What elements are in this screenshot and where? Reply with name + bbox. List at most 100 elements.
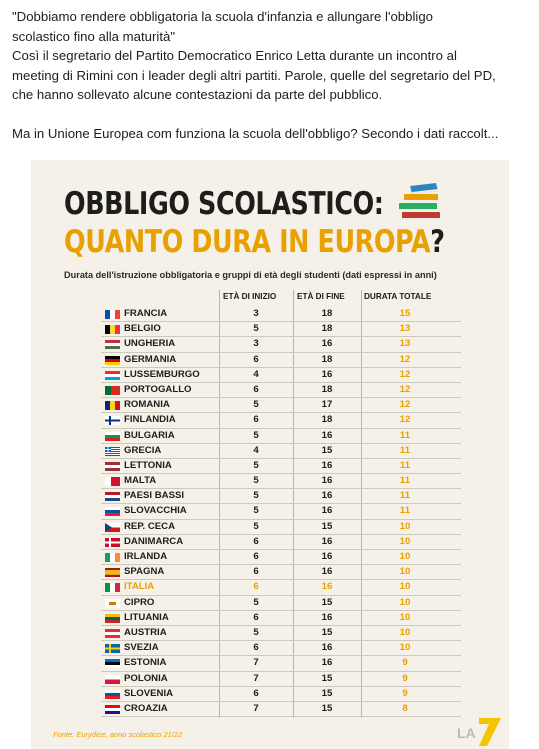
table-row: SPAGNA 6 16 10: [101, 565, 461, 581]
flag-icon: [105, 598, 120, 608]
table-row: MALTA 5 16 11: [101, 474, 461, 490]
end-age-cell: 18: [321, 383, 333, 395]
table-row: PORTOGALLO 6 18 12: [101, 383, 461, 399]
table-row: SLOVENIA 6 15 9: [101, 687, 461, 702]
table-row: ESTONIA 7 16 9: [101, 656, 461, 672]
flag-icon: [105, 674, 120, 684]
flag-icon: [105, 644, 120, 654]
start-age-cell: 3: [253, 338, 259, 350]
duration-cell: 10: [399, 642, 411, 654]
start-age-cell: 5: [253, 596, 259, 608]
country-name: AUSTRIA: [124, 626, 167, 638]
country-name: BULGARIA: [124, 429, 175, 441]
header-duration: DURATA TOTALE: [364, 292, 432, 301]
country-table: FRANCIA 3 18 15 BELGIO 5 18 13 UNGHERIA 3 16 13 GERM…: [101, 307, 461, 718]
country-name: PAESI BASSI: [124, 490, 185, 502]
table-row: SLOVACCHIA 5 16 11: [101, 504, 461, 520]
flag-icon: [105, 553, 120, 562]
flag-icon: [105, 659, 120, 669]
end-age-cell: 16: [321, 368, 333, 380]
end-age-cell: 16: [321, 338, 333, 350]
start-age-cell: 5: [253, 626, 259, 638]
table-row: GRECIA 4 15 11: [101, 444, 461, 459]
duration-cell: 11: [399, 429, 411, 441]
duration-cell: 11: [399, 490, 411, 502]
infographic-title-highlight: QUANTO DURA IN EUROPA?: [64, 224, 445, 260]
duration-cell: 12: [399, 383, 411, 395]
table-row: BELGIO 5 18 13: [101, 322, 461, 338]
end-age-cell: 18: [321, 308, 333, 319]
post-line: "Dobbiamo rendere obbligatoria la scuola…: [12, 9, 434, 24]
duration-cell: 12: [399, 353, 411, 365]
end-age-cell: 16: [321, 642, 333, 654]
table-row: CIPRO 5 15 10: [101, 596, 461, 611]
table-row: FINLANDIA 6 18 12: [101, 413, 461, 429]
table-row: FRANCIA 3 18 15: [101, 307, 461, 323]
table-row: POLONIA 7 15 9: [101, 672, 461, 687]
start-age-cell: 5: [253, 490, 259, 502]
end-age-cell: 15: [321, 444, 333, 456]
header-start-age: ETÀ DI INIZIO: [223, 292, 277, 301]
start-age-cell: 4: [253, 444, 259, 456]
country-name: CROAZIA: [124, 702, 168, 714]
table-row: BULGARIA 5 16 11: [101, 429, 461, 444]
flag-icon: [105, 477, 120, 487]
country-name: DANIMARCA: [124, 535, 184, 547]
header-end-age: ETÀ DI FINE: [297, 292, 345, 301]
end-age-cell: 16: [321, 535, 333, 547]
start-age-cell: 7: [253, 702, 259, 714]
start-age-cell: 7: [253, 657, 259, 669]
start-age-cell: 5: [253, 323, 259, 335]
start-age-cell: 6: [253, 551, 259, 562]
infographic-subtitle: Durata dell'istruzione obbligatoria e gr…: [64, 270, 437, 280]
duration-cell: 10: [399, 611, 411, 623]
flag-icon: [105, 583, 120, 593]
post-text: "Dobbiamo rendere obbligatoria la scuola…: [12, 7, 532, 143]
country-name: SLOVENIA: [124, 687, 174, 699]
country-name: MALTA: [124, 475, 157, 487]
start-age-cell: 5: [253, 475, 259, 487]
start-age-cell: 6: [253, 414, 259, 426]
duration-cell: 11: [399, 444, 411, 456]
duration-cell: 11: [399, 459, 411, 471]
table-row: AUSTRIA 5 15 10: [101, 626, 461, 642]
flag-icon: [105, 507, 120, 517]
start-age-cell: 5: [253, 399, 259, 411]
flag-icon: [105, 522, 120, 532]
end-age-cell: 15: [321, 520, 333, 532]
start-age-cell: 6: [253, 611, 259, 623]
table-row: GERMANIA 6 18 12: [101, 353, 461, 368]
flag-icon: [105, 492, 120, 502]
table-row: LITUANIA 6 16 10: [101, 611, 461, 626]
flag-icon: [105, 325, 120, 335]
country-name: ITALIA: [124, 581, 155, 593]
start-age-cell: 6: [253, 535, 259, 547]
table-row: LUSSEMBURGO 4 16 12: [101, 368, 461, 383]
start-age-cell: 7: [253, 672, 259, 684]
country-name: IRLANDA: [124, 551, 168, 562]
duration-cell: 10: [399, 566, 411, 578]
flag-icon: [105, 355, 120, 365]
table-row: SVEZIA 6 16 10: [101, 641, 461, 657]
start-age-cell: 5: [253, 429, 259, 441]
country-name: POLONIA: [124, 672, 168, 684]
post-line-truncated[interactable]: Ma in Unione Europea com funziona la scu…: [12, 125, 499, 141]
table-row: ITALIA 6 16 10: [101, 580, 461, 596]
duration-cell: 9: [402, 672, 408, 684]
duration-cell: 9: [402, 687, 408, 699]
duration-cell: 13: [399, 338, 411, 350]
country-name: ROMANIA: [124, 399, 170, 411]
flag-icon: [105, 568, 120, 578]
start-age-cell: 5: [253, 520, 259, 532]
flag-icon: [105, 704, 120, 714]
post-line: Così il segretario del Partito Democrati…: [12, 48, 457, 63]
flag-icon: [105, 416, 120, 426]
infographic-image[interactable]: OBBLIGO SCOLASTICO: QUANTO DURA IN EUROP…: [31, 160, 509, 749]
country-name: SLOVACCHIA: [124, 505, 187, 517]
end-age-cell: 16: [321, 657, 333, 669]
table-row: UNGHERIA 3 16 13: [101, 337, 461, 353]
duration-cell: 15: [399, 308, 411, 319]
duration-cell: 12: [399, 368, 411, 380]
duration-cell: 10: [399, 551, 411, 562]
flag-icon: [105, 613, 120, 623]
